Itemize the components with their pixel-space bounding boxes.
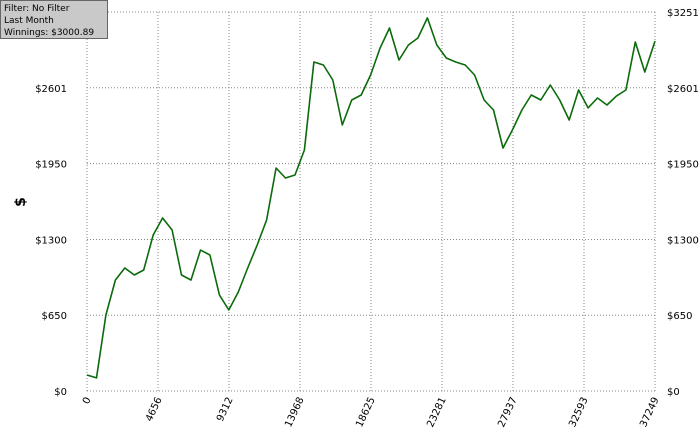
x-tick-label: 27937 [496, 396, 519, 429]
legend-box [0, 0, 108, 39]
y-tick-label: $0 [54, 387, 67, 398]
y-tick-label-right: $3251 [667, 8, 699, 19]
x-tick-label: 4656 [144, 396, 165, 424]
legend: Filter: No Filter Last Month Winnings: $30… [0, 0, 108, 39]
legend-text: Last Month [4, 16, 54, 26]
legend-text: Winnings: $3000.89 [4, 28, 94, 38]
series-line [86, 17, 656, 379]
y-tick-label-right: $1950 [667, 160, 699, 171]
y-tick-label: $2601 [35, 84, 67, 95]
y-axis-label: $ [13, 197, 29, 207]
y-tick-label-right: $650 [667, 311, 692, 322]
y-tick-label: $1950 [35, 160, 67, 171]
y-tick-label: $1300 [35, 235, 67, 246]
x-tick-label: 0 [81, 396, 94, 406]
x-tick-label: 23281 [425, 396, 448, 429]
y-tick-label-right: $1300 [667, 235, 699, 246]
y-tick-label-right: $2601 [667, 84, 699, 95]
x-tick-label: 32593 [567, 396, 590, 429]
y-tick-label: $650 [42, 311, 67, 322]
x-tick-label: 37249 [638, 396, 661, 429]
x-tick-label: 9312 [215, 396, 236, 424]
y-tick-label-right: $0 [667, 387, 680, 398]
x-tick-label: 13968 [283, 396, 306, 429]
x-tick-label: 18625 [354, 396, 377, 429]
legend-text: Filter: No Filter [4, 4, 70, 14]
